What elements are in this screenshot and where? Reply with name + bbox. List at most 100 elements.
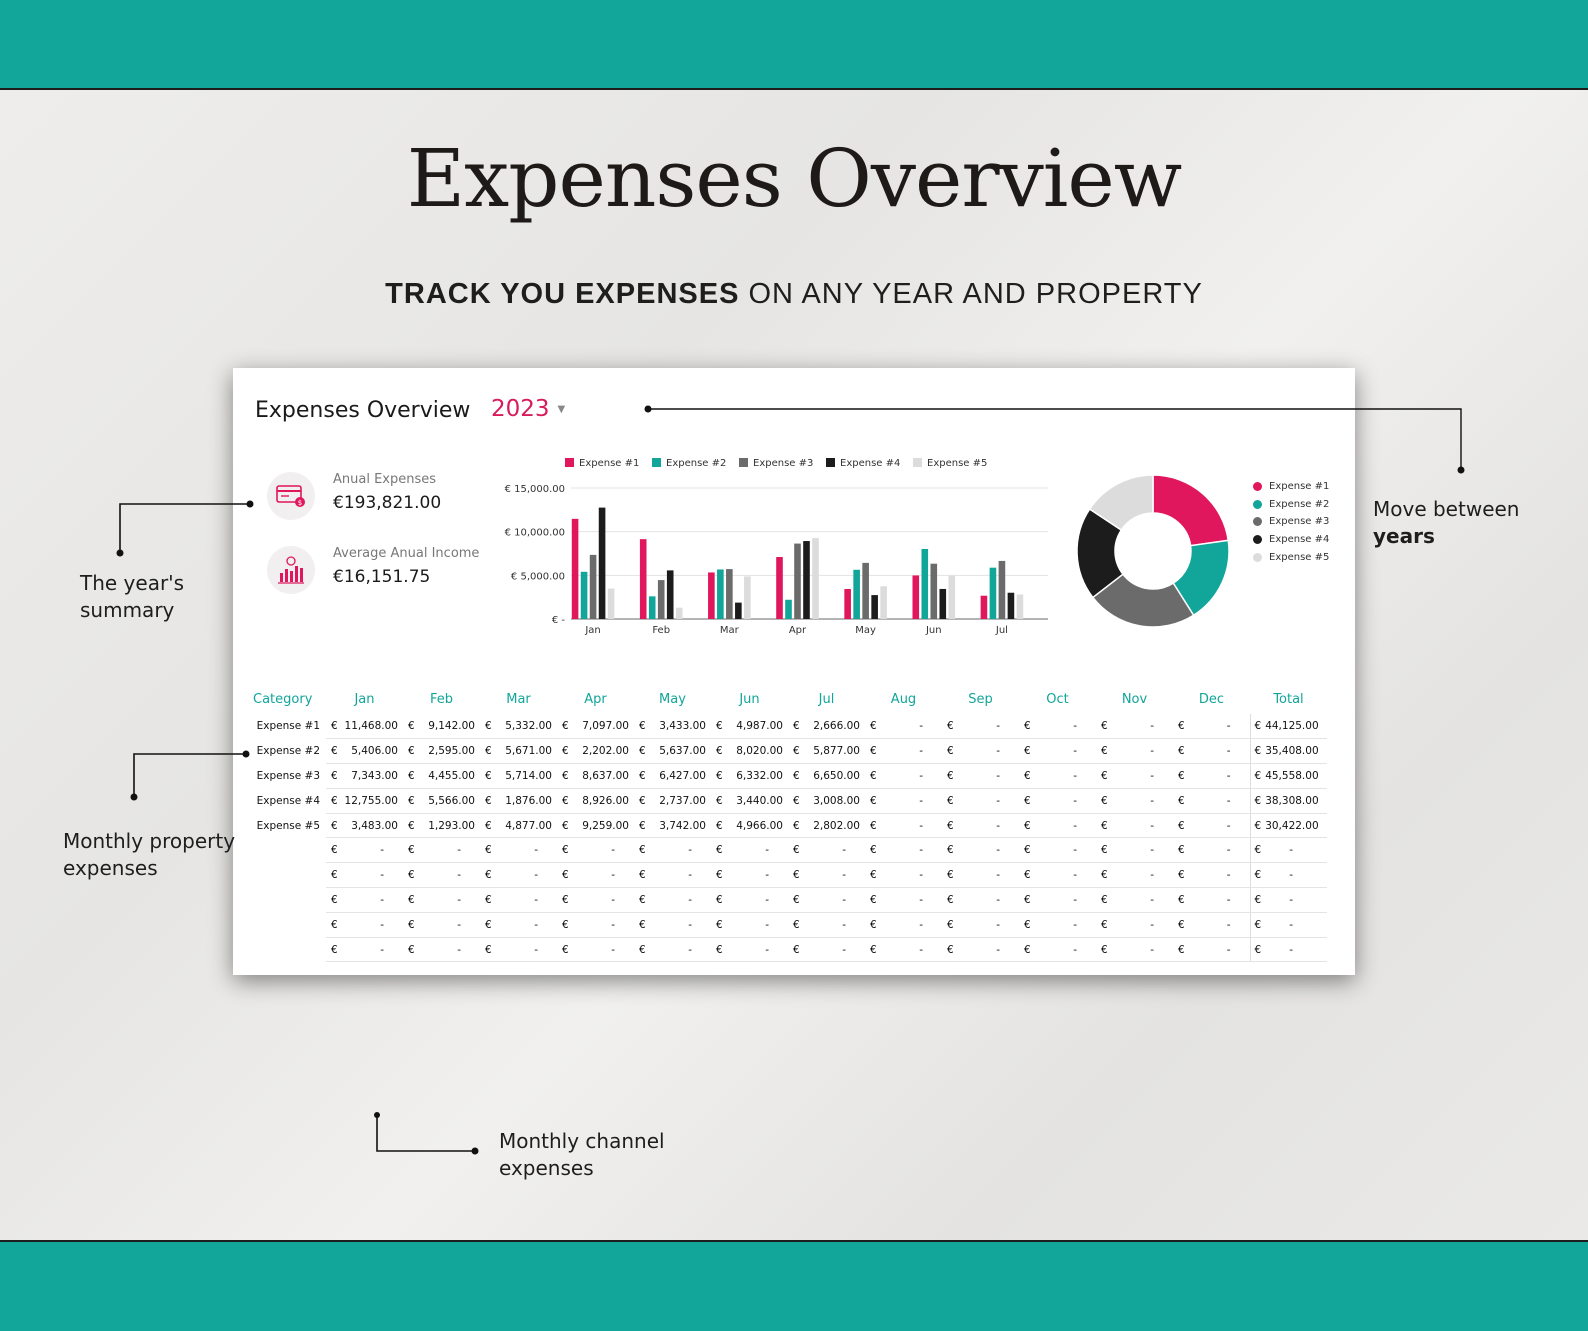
table-cell[interactable]: €4,966.00 [711, 813, 788, 839]
table-cell[interactable]: €2,202.00 [557, 738, 634, 765]
table-cell[interactable]: € - [1019, 887, 1096, 913]
table-cell[interactable]: € - [865, 887, 942, 913]
table-cell[interactable]: €3,008.00 [788, 788, 865, 814]
table-cell[interactable]: €1,876.00 [480, 788, 557, 814]
table-cell[interactable]: €4,455.00 [403, 763, 480, 789]
table-cell[interactable]: € - [1096, 813, 1173, 839]
table-cell[interactable]: € - [403, 837, 480, 864]
table-cell[interactable]: €3,440.00 [711, 788, 788, 814]
table-cell[interactable]: €3,483.00 [326, 813, 403, 839]
chevron-down-icon[interactable]: ▼ [557, 403, 566, 415]
table-cell[interactable]: € - [1173, 912, 1250, 938]
table-cell[interactable]: € - [711, 912, 788, 938]
table-cell[interactable]: € - [634, 862, 711, 889]
table-cell[interactable]: € - [557, 837, 634, 864]
table-cell[interactable]: € - [1096, 714, 1173, 740]
year-selector[interactable]: 2023 ▼ [491, 396, 565, 422]
table-cell[interactable]: € - [634, 912, 711, 938]
table-cell[interactable]: € - [403, 912, 480, 938]
table-cell[interactable]: €2,666.00 [788, 714, 865, 740]
table-cell[interactable]: € - [1096, 887, 1173, 913]
table-cell[interactable]: € - [326, 912, 403, 938]
table-cell[interactable]: €3,742.00 [634, 813, 711, 839]
table-cell[interactable]: €5,877.00 [788, 738, 865, 765]
table-cell[interactable]: € - [1019, 862, 1096, 889]
table-cell[interactable]: €9,142.00 [403, 714, 480, 740]
table-cell[interactable]: €11,468.00 [326, 714, 403, 740]
table-cell[interactable]: €4,877.00 [480, 813, 557, 839]
table-cell[interactable]: € - [865, 912, 942, 938]
table-cell[interactable]: €5,332.00 [480, 714, 557, 740]
table-cell[interactable]: € - [1173, 837, 1250, 864]
table-cell[interactable]: € - [1096, 738, 1173, 765]
table-cell[interactable]: €6,650.00 [788, 763, 865, 789]
table-cell[interactable]: € - [1019, 763, 1096, 789]
table-cell[interactable]: € - [1173, 887, 1250, 913]
table-cell[interactable]: € - [557, 937, 634, 963]
table-cell[interactable]: €5,566.00 [403, 788, 480, 814]
table-cell[interactable]: € - [326, 837, 403, 864]
table-cell[interactable]: € - [1173, 862, 1250, 889]
table-cell[interactable]: € - [865, 763, 942, 789]
table-cell[interactable]: € - [711, 862, 788, 889]
table-cell[interactable]: € - [942, 714, 1019, 740]
table-cell[interactable]: €5,714.00 [480, 763, 557, 789]
table-cell[interactable]: €9,259.00 [557, 813, 634, 839]
table-cell[interactable]: € - [1019, 788, 1096, 814]
table-cell[interactable]: €8,020.00 [711, 738, 788, 765]
table-cell[interactable]: € - [942, 837, 1019, 864]
table-cell[interactable]: € - [788, 837, 865, 864]
table-cell[interactable]: €2,595.00 [403, 738, 480, 765]
table-cell[interactable]: € - [942, 912, 1019, 938]
table-cell[interactable]: €12,755.00 [326, 788, 403, 814]
table-cell[interactable]: € - [1173, 788, 1250, 814]
table-cell[interactable]: € - [1096, 837, 1173, 864]
table-cell[interactable]: €8,926.00 [557, 788, 634, 814]
table-cell[interactable]: €2,802.00 [788, 813, 865, 839]
table-cell[interactable]: € - [865, 788, 942, 814]
table-cell[interactable]: € - [326, 887, 403, 913]
table-cell[interactable]: € - [865, 937, 942, 963]
table-cell[interactable]: € - [1019, 837, 1096, 864]
table-cell[interactable]: € - [865, 714, 942, 740]
table-cell[interactable]: €7,343.00 [326, 763, 403, 789]
table-cell[interactable]: € - [1096, 763, 1173, 789]
table-cell[interactable]: € - [1096, 937, 1173, 963]
table-cell[interactable]: € - [326, 937, 403, 963]
table-cell[interactable]: € - [326, 862, 403, 889]
table-cell[interactable]: € - [1019, 912, 1096, 938]
table-cell[interactable]: € - [557, 912, 634, 938]
table-cell[interactable]: €2,737.00 [634, 788, 711, 814]
table-cell[interactable]: € - [788, 912, 865, 938]
table-cell[interactable]: € - [1096, 788, 1173, 814]
table-cell[interactable]: € - [1173, 763, 1250, 789]
table-cell[interactable]: € - [1173, 813, 1250, 839]
table-cell[interactable]: € - [1173, 714, 1250, 740]
table-cell[interactable]: € - [480, 837, 557, 864]
table-cell[interactable]: € - [788, 887, 865, 913]
table-cell[interactable]: €5,406.00 [326, 738, 403, 765]
table-cell[interactable]: € - [634, 887, 711, 913]
table-cell[interactable]: € - [403, 862, 480, 889]
table-cell[interactable]: € - [634, 837, 711, 864]
table-cell[interactable]: € - [634, 937, 711, 963]
table-cell[interactable]: € - [1019, 937, 1096, 963]
table-cell[interactable]: € - [942, 763, 1019, 789]
table-cell[interactable]: €6,427.00 [634, 763, 711, 789]
table-cell[interactable]: €7,097.00 [557, 714, 634, 740]
table-cell[interactable]: € - [942, 862, 1019, 889]
table-cell[interactable]: € - [942, 788, 1019, 814]
table-cell[interactable]: € - [480, 937, 557, 963]
table-cell[interactable]: €3,433.00 [634, 714, 711, 740]
table-cell[interactable]: € - [480, 862, 557, 889]
table-cell[interactable]: €4,987.00 [711, 714, 788, 740]
table-cell[interactable]: € - [1173, 738, 1250, 765]
table-cell[interactable]: € - [865, 862, 942, 889]
table-cell[interactable]: € - [942, 738, 1019, 765]
table-cell[interactable]: € - [480, 887, 557, 913]
table-cell[interactable]: € - [711, 837, 788, 864]
table-cell[interactable]: € - [711, 887, 788, 913]
table-cell[interactable]: € - [1096, 912, 1173, 938]
table-cell[interactable]: € - [480, 912, 557, 938]
table-cell[interactable]: € - [1019, 738, 1096, 765]
